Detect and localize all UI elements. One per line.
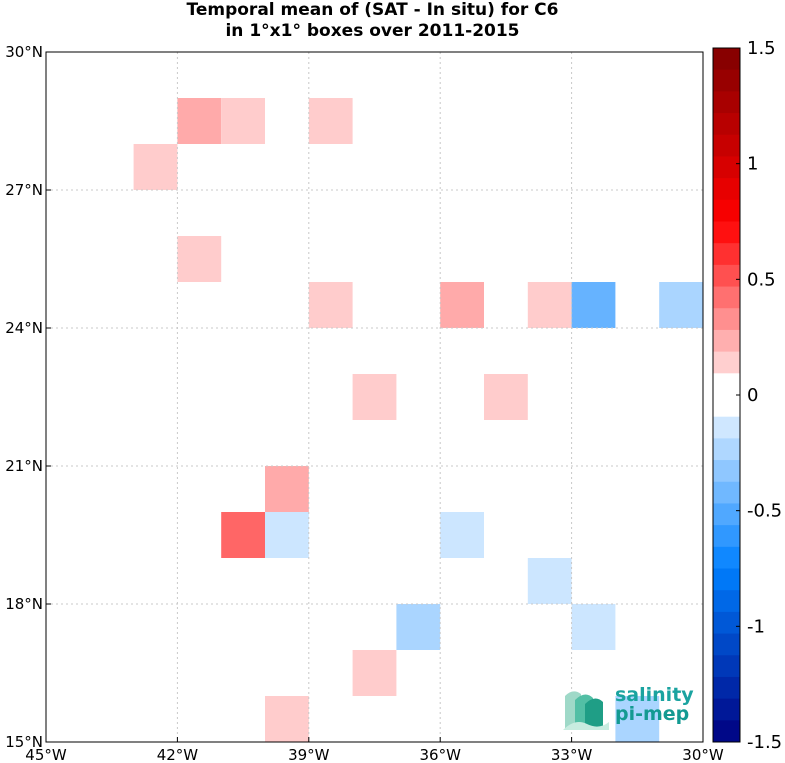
colorbar-segment <box>713 199 740 222</box>
map-cell <box>440 512 484 558</box>
plot-frame <box>45 51 704 743</box>
colorbar-tick-label: -0.5 <box>747 501 782 522</box>
colorbar-segment <box>713 503 740 526</box>
y-axis-ticks: 30°N 27°N 24°N 21°N 18°N 15°N <box>5 43 51 751</box>
map-cell <box>133 144 178 190</box>
map-cell <box>396 604 441 650</box>
x-tick-label: 42°W <box>157 746 199 763</box>
map-cell <box>221 512 265 558</box>
colorbar-segment <box>713 351 740 374</box>
colorbar-segment <box>713 308 740 331</box>
colorbar-segments <box>713 48 740 743</box>
colorbar-tick-label: 1.5 <box>747 38 776 59</box>
colorbar-tick-label: 0.5 <box>747 269 776 290</box>
map-cell <box>659 282 703 328</box>
map-cell <box>177 98 222 144</box>
map-cell <box>527 558 572 604</box>
colorbar-ticks: 1.5 1 0.5 0 -0.5 -1 -1.5 <box>736 38 782 753</box>
x-tick-label: 30°W <box>682 746 724 763</box>
title-line-1: Temporal mean of (SAT - In situ) for C6 <box>186 0 559 20</box>
wave-logo-icon <box>563 691 609 730</box>
map-cell <box>221 98 265 144</box>
x-tick-label: 33°W <box>551 746 593 763</box>
colorbar-segment <box>713 395 740 418</box>
colorbar-segment <box>713 525 740 548</box>
colorbar-segment <box>713 286 740 309</box>
y-tick-label: 30°N <box>5 43 43 61</box>
colorbar: 1.5 1 0.5 0 -0.5 -1 -1.5 <box>712 38 782 753</box>
colorbar-segment <box>713 698 740 721</box>
colorbar-segment <box>713 69 740 92</box>
chart-title: Temporal mean of (SAT - In situ) for C6 … <box>0 0 745 42</box>
x-axis-ticks: 45°W 42°W 39°W 36°W 33°W 30°W <box>25 737 724 763</box>
colorbar-segment <box>713 568 740 591</box>
plot-area: 45°W 42°W 39°W 36°W 33°W 30°W 30°N 27°N 24°N 21°… <box>5 43 724 763</box>
y-tick-label: 24°N <box>5 319 43 337</box>
colorbar-segment <box>713 178 740 201</box>
map-cell <box>265 696 309 742</box>
title-line-2: in 1°x1° boxes over 2011-2015 <box>225 21 520 41</box>
y-tick-label: 27°N <box>5 181 43 199</box>
colorbar-tick-label: -1 <box>747 616 765 637</box>
colorbar-segment <box>713 91 740 114</box>
colorbar-segment <box>713 633 740 656</box>
colorbar-segment <box>713 460 740 483</box>
map-cell <box>484 374 528 420</box>
colorbar-segment <box>713 438 740 461</box>
grid-lines <box>46 52 703 742</box>
colorbar-segment <box>713 134 740 157</box>
colorbar-segment <box>713 611 740 635</box>
colorbar-segment <box>713 243 740 266</box>
map-cell <box>352 650 397 696</box>
logo-text-pi-mep: pi-mep <box>615 703 690 725</box>
colorbar-segment <box>713 113 740 136</box>
y-tick-label: 21°N <box>5 457 43 475</box>
colorbar-tick-label: 0 <box>747 385 758 406</box>
colorbar-tick-label: -1.5 <box>747 732 782 753</box>
colorbar-segment <box>713 481 740 504</box>
map-cell <box>308 98 353 144</box>
y-tick-label: 18°N <box>5 595 43 613</box>
colorbar-segment <box>713 156 740 179</box>
cell-layer <box>133 98 703 742</box>
map-cell <box>265 466 309 512</box>
colorbar-segment <box>713 221 740 244</box>
y-tick-label: 15°N <box>5 733 43 751</box>
colorbar-segment <box>713 329 740 353</box>
colorbar-segment <box>713 720 740 743</box>
map-cell <box>308 282 353 328</box>
x-tick-label: 39°W <box>288 746 330 763</box>
salinity-pi-mep-logo: salinity pi-mep <box>563 684 694 732</box>
map-cell <box>615 696 660 742</box>
map-cell <box>265 512 309 558</box>
x-tick-label: 36°W <box>419 746 461 763</box>
colorbar-segment <box>713 676 740 700</box>
logo-text-salinity: salinity <box>615 684 694 706</box>
colorbar-segment <box>713 416 740 439</box>
map-cell <box>527 282 572 328</box>
colorbar-tick-label: 1 <box>747 154 758 175</box>
colorbar-segment <box>713 546 740 569</box>
colorbar-segment <box>713 590 740 613</box>
colorbar-segment <box>713 264 740 288</box>
x-tick-label: 45°W <box>25 746 67 763</box>
map-cell <box>352 374 397 420</box>
colorbar-segment <box>713 48 740 71</box>
map-cell <box>571 282 616 328</box>
colorbar-segment <box>713 373 740 396</box>
colorbar-segment <box>713 655 740 678</box>
map-cell <box>571 604 616 650</box>
map-cell <box>440 282 484 328</box>
map-cell <box>177 236 222 282</box>
